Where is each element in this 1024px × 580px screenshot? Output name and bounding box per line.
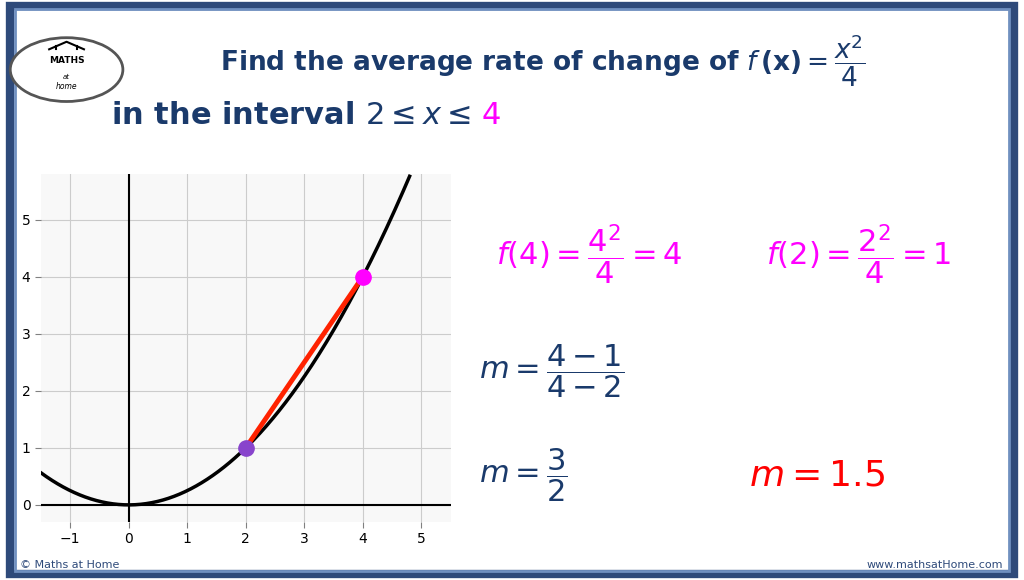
Text: at: at	[63, 74, 70, 79]
Circle shape	[10, 38, 123, 102]
FancyBboxPatch shape	[10, 6, 1014, 574]
Text: $m = 1.5$: $m = 1.5$	[749, 459, 885, 492]
Text: www.mathsatHome.com: www.mathsatHome.com	[867, 560, 1004, 571]
Text: in the interval $2 \leq x \leq$: in the interval $2 \leq x \leq$	[112, 102, 471, 130]
Text: MATHS: MATHS	[49, 56, 84, 66]
Text: $f(4) = \dfrac{4^2}{4} = 4$: $f(4) = \dfrac{4^2}{4} = 4$	[497, 223, 683, 287]
Text: $m = \dfrac{4-1}{4-2}$: $m = \dfrac{4-1}{4-2}$	[479, 342, 625, 400]
Text: $f(2) = \dfrac{2^2}{4} = 1$: $f(2) = \dfrac{2^2}{4} = 1$	[766, 223, 951, 287]
Text: Find the average rate of change of $\mathit{f}\,\mathbf{(x)} = \dfrac{x^2}{4}$: Find the average rate of change of $\mat…	[220, 32, 865, 89]
Text: $m = \dfrac{3}{2}$: $m = \dfrac{3}{2}$	[479, 447, 567, 505]
Text: home: home	[55, 82, 78, 91]
Text: © Maths at Home: © Maths at Home	[20, 560, 120, 571]
Text: $4$: $4$	[481, 102, 501, 130]
